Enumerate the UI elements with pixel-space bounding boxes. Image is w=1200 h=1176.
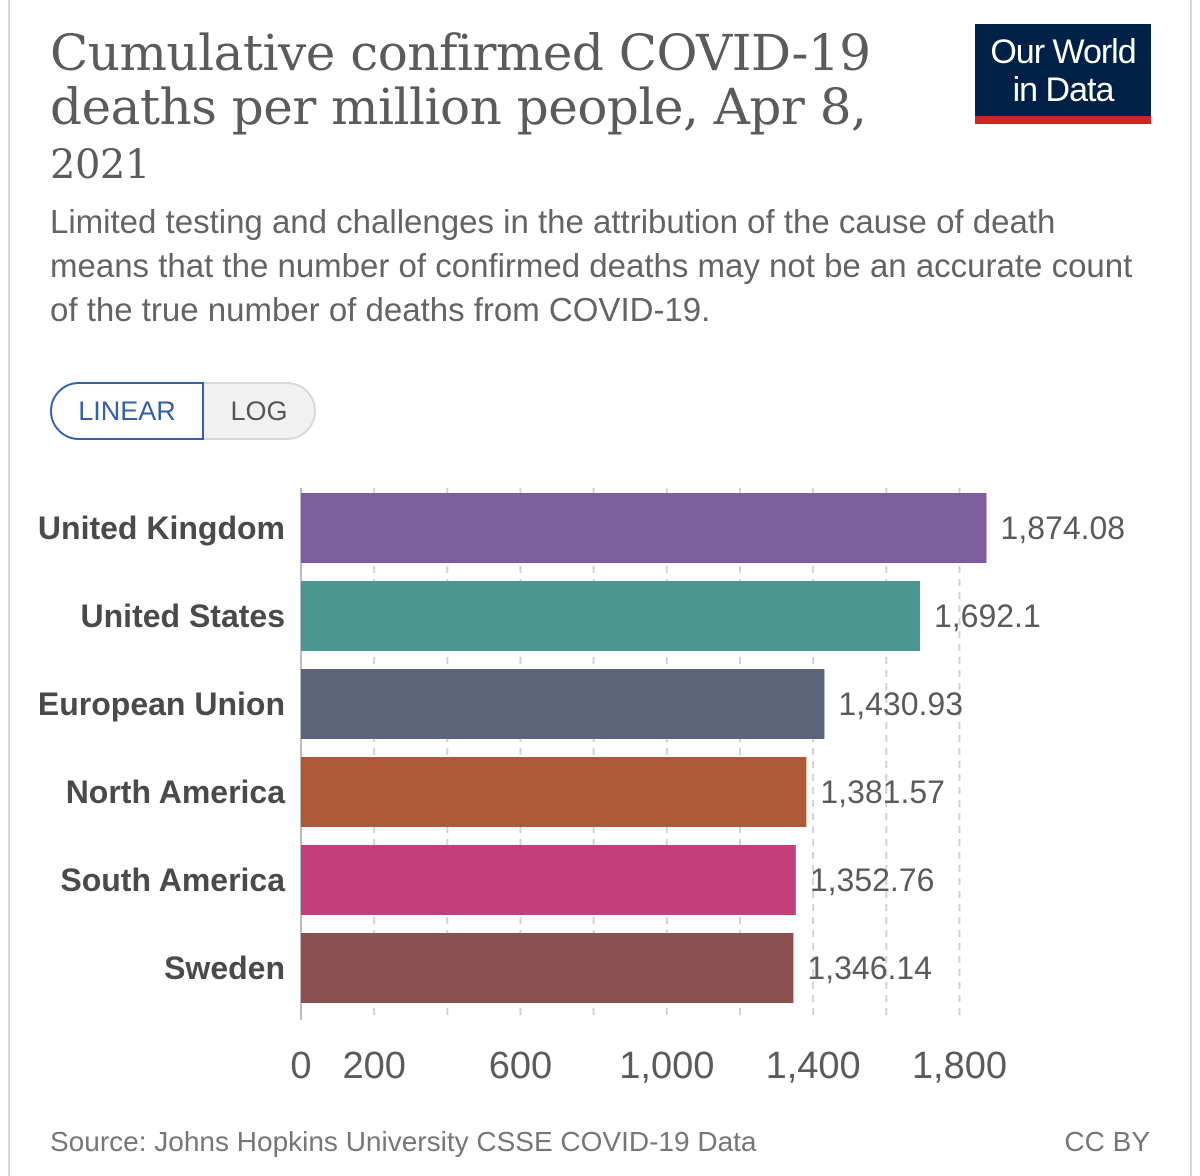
bar-sweden[interactable] [301, 933, 794, 1003]
category-label-european-union: European Union [38, 686, 285, 722]
scale-toggle: LINEAR LOG [50, 382, 316, 440]
bar-north-america[interactable] [301, 757, 807, 827]
value-label-sweden: 1,346.14 [807, 950, 932, 986]
x-tick-label-3: 1,000 [619, 1045, 714, 1087]
bar-south-america[interactable] [301, 845, 796, 915]
chart-title-text: Cumulative confirmed COVID-19 deaths per… [50, 24, 871, 136]
logo-line-1: Our World [990, 33, 1136, 71]
value-label-south-america: 1,352.76 [810, 862, 935, 898]
bar-european-union[interactable] [301, 669, 825, 739]
x-tick-label-4: 1,400 [766, 1045, 861, 1087]
x-tick-label-2: 600 [489, 1045, 552, 1087]
category-label-united-kingdom: United Kingdom [38, 510, 285, 546]
chart-frame [8, 0, 1192, 1176]
bar-chart: United Kingdom 1,874.08 United States 1,692… [38, 488, 1126, 1087]
category-label-united-states: United States [81, 598, 285, 634]
x-tick-label-5: 1,800 [912, 1045, 1007, 1087]
logo-line-2: in Data [1012, 71, 1115, 109]
value-label-united-kingdom: 1,874.08 [1001, 510, 1126, 546]
value-label-united-states: 1,692.1 [934, 598, 1041, 634]
x-tick-label-0: 0 [290, 1045, 311, 1087]
chart-title: Cumulative confirmed COVID-19 deaths per… [50, 26, 930, 196]
bar-united-kingdom[interactable] [301, 493, 987, 563]
linear-scale-button[interactable]: LINEAR [50, 382, 204, 440]
source-note[interactable]: Source: Johns Hopkins University CSSE CO… [50, 1126, 757, 1157]
category-label-sweden: Sweden [164, 950, 285, 986]
value-label-european-union: 1,430.93 [838, 686, 963, 722]
license-link[interactable]: CC BY [1064, 1126, 1150, 1157]
chart-title-year: 2021 [50, 142, 150, 188]
value-label-north-america: 1,381.57 [820, 774, 945, 810]
owid-logo[interactable]: Our World in Data [975, 24, 1151, 124]
x-tick-label-1: 200 [342, 1045, 405, 1087]
category-label-north-america: North America [66, 774, 286, 810]
bar-united-states[interactable] [301, 581, 920, 651]
category-label-south-america: South America [60, 862, 285, 898]
chart-subtitle: Limited testing and challenges in the at… [50, 203, 1133, 328]
log-scale-button[interactable]: LOG [204, 382, 316, 440]
